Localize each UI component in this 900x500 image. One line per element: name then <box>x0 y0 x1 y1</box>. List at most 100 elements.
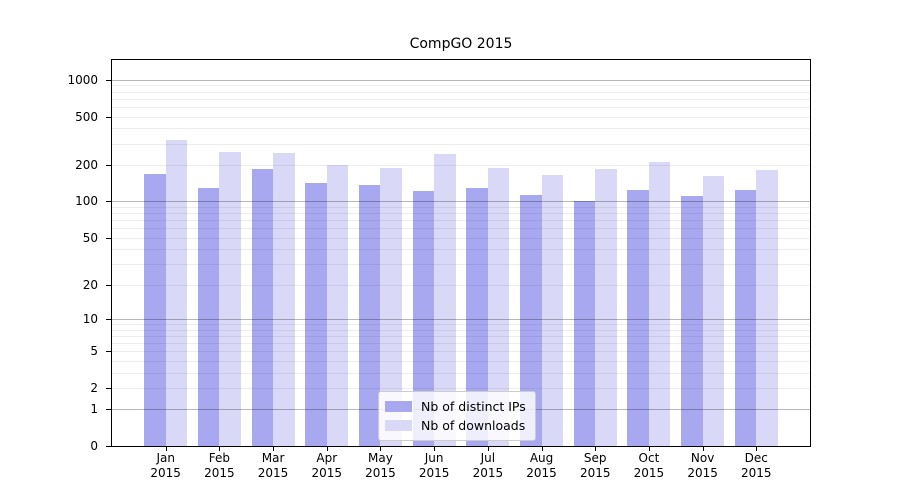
gridline-minor <box>112 213 810 215</box>
x-tick-label: Aug 2015 <box>526 451 557 480</box>
gridline-major <box>112 201 810 203</box>
gridline-minor <box>112 228 810 230</box>
legend-row-distinct-ips: Nb of distinct IPs <box>385 397 526 416</box>
bar-downloads <box>702 175 725 446</box>
bar-downloads <box>273 153 295 446</box>
bar-downloads <box>595 169 617 446</box>
bar-distinct-ips <box>734 190 757 446</box>
gridline-minor <box>112 106 810 108</box>
y-tick-label: 0 <box>90 439 98 453</box>
gridline-minor <box>112 237 810 239</box>
bar-distinct-ips <box>466 187 488 446</box>
legend-swatch-distinct-ips <box>385 401 412 412</box>
bar-downloads <box>165 140 188 446</box>
gridline-minor <box>112 128 810 130</box>
plot-area <box>111 59 811 447</box>
bar-distinct-ips <box>412 190 435 446</box>
y-tick-label: 100 <box>75 194 98 209</box>
gridline-minor <box>112 387 810 389</box>
bar-distinct-ips <box>305 182 327 446</box>
chart-title: CompGO 2015 <box>409 36 513 52</box>
gridline-minor <box>112 249 810 251</box>
bar-downloads <box>487 167 510 446</box>
y-tick-mark <box>106 79 111 81</box>
y-tick-mark <box>106 201 111 203</box>
legend: Nb of distinct IPs Nb of downloads <box>378 391 536 441</box>
legend-swatch-downloads <box>385 420 412 431</box>
x-tick-mark <box>434 446 436 451</box>
gridline-minor <box>112 264 810 265</box>
bar-distinct-ips <box>520 195 542 446</box>
y-tick-mark <box>106 318 111 320</box>
x-tick-mark <box>595 446 597 451</box>
legend-row-downloads: Nb of downloads <box>385 416 526 435</box>
legend-label-downloads: Nb of downloads <box>421 418 526 433</box>
x-tick-mark <box>541 446 543 451</box>
x-tick-label: Feb 2015 <box>204 451 235 480</box>
bar-downloads <box>648 161 671 446</box>
y-tick-label: 1 <box>90 402 98 417</box>
x-tick-mark <box>648 446 650 451</box>
gridline-minor <box>112 220 810 222</box>
x-tick-mark <box>165 446 167 451</box>
legend-label-distinct-ips: Nb of distinct IPs <box>421 399 526 414</box>
gridline-minor <box>112 85 810 87</box>
y-tick-mark <box>106 409 111 411</box>
bar-downloads <box>756 169 778 446</box>
gridline-minor <box>112 372 810 374</box>
y-tick-label: 20 <box>82 277 98 292</box>
y-tick-mark <box>106 116 111 118</box>
x-tick-label: Mar 2015 <box>257 451 289 480</box>
bar-distinct-ips <box>627 189 649 446</box>
gridline-minor <box>112 351 810 353</box>
y-tick-label: 200 <box>75 157 98 172</box>
bar-downloads <box>541 175 563 446</box>
y-tick-label: 10 <box>82 311 98 326</box>
gridline-major <box>112 318 810 320</box>
x-tick-mark <box>756 446 758 451</box>
x-tick-mark <box>273 446 275 451</box>
bar-downloads <box>326 164 349 446</box>
y-tick-mark <box>106 284 111 286</box>
gridline-minor <box>112 335 810 337</box>
y-tick-mark <box>106 446 111 447</box>
x-tick-label: Apr 2015 <box>311 451 343 480</box>
x-axis: Jan 2015 Feb 2015 Mar 2015 Apr 2015 May 2015… <box>112 446 810 496</box>
bar-downloads <box>219 152 241 446</box>
y-tick-mark <box>106 164 111 166</box>
bar-distinct-ips <box>251 169 274 446</box>
x-tick-mark <box>326 446 328 451</box>
gridline-minor <box>112 329 810 331</box>
y-tick-label: 2 <box>90 380 98 395</box>
gridline-minor <box>112 342 810 344</box>
bar-downloads <box>434 154 456 446</box>
bar-distinct-ips <box>358 184 381 446</box>
gridline-minor <box>112 98 810 100</box>
y-axis: 1000 500 200 100 50 20 10 5 2 1 0 <box>0 60 111 453</box>
x-tick-label: May 2015 <box>365 451 396 480</box>
x-tick-mark <box>487 446 489 451</box>
bar-distinct-ips <box>573 200 596 446</box>
bar-distinct-ips <box>197 187 220 446</box>
gridline-minor <box>112 143 810 145</box>
y-tick-mark <box>106 237 111 239</box>
bar-distinct-ips <box>681 196 703 446</box>
y-tick-mark <box>106 387 111 389</box>
gridline-minor <box>112 206 810 208</box>
bar-distinct-ips <box>144 173 166 446</box>
gridline-minor <box>112 360 810 362</box>
bar-downloads <box>380 167 402 446</box>
x-tick-label: Jan 2015 <box>150 451 181 480</box>
y-tick-mark <box>106 351 111 353</box>
gridline-minor <box>112 116 810 118</box>
x-tick-mark <box>219 446 221 451</box>
gridline-minor <box>112 91 810 93</box>
y-tick-label: 500 <box>75 109 98 124</box>
x-tick-label: Jul 2015 <box>472 451 504 480</box>
x-tick-label: Dec 2015 <box>741 451 772 480</box>
x-tick-label: Jun 2015 <box>418 451 450 480</box>
x-tick-label: Nov 2015 <box>687 451 718 480</box>
y-tick-label: 50 <box>82 230 98 245</box>
gridline-minor <box>112 323 810 325</box>
